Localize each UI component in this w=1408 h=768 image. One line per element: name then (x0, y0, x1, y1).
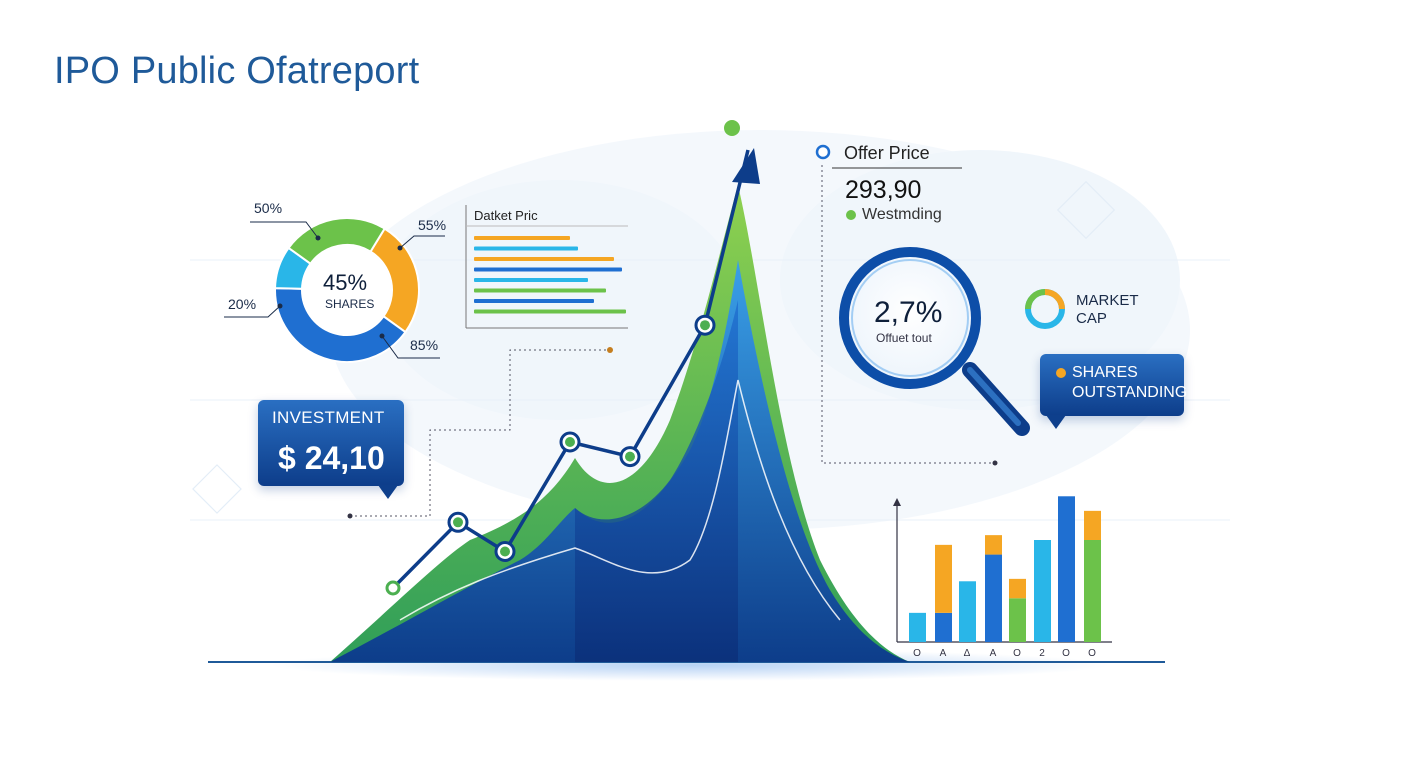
donut-slice (287, 217, 387, 266)
shares-dot-icon (1056, 368, 1066, 378)
offer-sub-dot-icon (846, 210, 856, 220)
vbar-segment (1009, 578, 1026, 599)
investment-callout-tail (378, 485, 398, 499)
vbar-axis-arrow-icon (893, 498, 901, 506)
panel-bar (474, 267, 622, 272)
investment-label: INVESTMENT (272, 408, 385, 427)
panel-bar (474, 288, 606, 293)
donut-label: 50% (254, 200, 283, 216)
offer-price-title: Offer Price (844, 143, 930, 163)
vbar-tick-label: A (990, 648, 997, 659)
connector-dot (607, 347, 613, 353)
offer-price-value: 293,90 (845, 176, 922, 204)
lens-value: 2,7% (874, 296, 943, 329)
shares-outstanding-label: SHARES OUTSTANDING (1072, 363, 1187, 403)
donut-leader-dot (397, 245, 403, 251)
lens-sub: Offuet tout (876, 331, 932, 345)
growth-line-chart (385, 120, 760, 596)
donut-center-label: SHARES (325, 297, 375, 311)
area-deep (575, 300, 738, 662)
donut-leader-dot (277, 303, 283, 309)
donut-center-value: 45% (323, 270, 368, 295)
donut-leader (381, 335, 440, 359)
vbar-tick-label: O (1088, 648, 1096, 659)
area-highlight (399, 379, 841, 621)
vbar-segment (935, 612, 952, 642)
donut-leader (399, 235, 445, 249)
vbar-segment (1058, 496, 1075, 642)
vbar-tick-label: O (1013, 648, 1021, 659)
shares-donut-chart (224, 217, 445, 363)
vbar-tick-label: 2 (1039, 648, 1045, 659)
panel-bar (474, 278, 588, 282)
donut-hole (303, 246, 391, 334)
investment-value: $ 24,10 (278, 440, 385, 476)
donut-leader (250, 221, 319, 239)
vbar-tick-label: A (940, 648, 947, 659)
shares-line2: OUTSTANDING (1072, 384, 1188, 401)
market-price-panel (465, 205, 628, 329)
line-point-core (565, 437, 575, 447)
stacked-bar-chart: O A Δ A O 2 O O (893, 496, 1112, 659)
line-point-core (453, 517, 463, 528)
panel-bar (474, 299, 594, 303)
vbar-tick-label: Δ (964, 648, 971, 659)
donut-slice (274, 287, 407, 363)
vbar-segment (1084, 540, 1101, 642)
vbar-tick-label: O (913, 648, 921, 659)
vbar-segment (959, 581, 976, 642)
vbar-segment (1084, 510, 1101, 540)
magnifier-icon (839, 247, 1030, 436)
connector-dot (992, 460, 998, 466)
page-title: IPO Public Ofatreport (54, 50, 420, 92)
market-cap-line2: CAP (1076, 310, 1107, 327)
vbar-segment (985, 554, 1002, 642)
vbar-segment (1034, 540, 1051, 642)
donut-leader (224, 305, 281, 318)
shares-outstanding-callout: SHARES OUTSTANDING (1040, 354, 1187, 416)
connector-dot (347, 513, 353, 519)
offer-price-sub: Westmding (862, 206, 942, 223)
line-point-core (700, 320, 710, 331)
panel-bar (474, 309, 626, 314)
shares-callout-tail (1046, 415, 1066, 429)
vbar-segment (985, 535, 1002, 555)
peak-dot-icon (724, 120, 740, 136)
investment-callout: INVESTMENT $ 24,10 (258, 400, 404, 486)
line-point-core (625, 451, 635, 462)
donut-label: 20% (228, 296, 257, 312)
line-point-core (500, 546, 510, 557)
donut-leader-dot (315, 235, 321, 241)
market-cap-line1: MARKET (1076, 292, 1139, 309)
vbar-segment (935, 544, 952, 613)
donut-label: 55% (418, 217, 447, 233)
donut-leader-dot (379, 333, 385, 339)
arrow-up-icon (732, 148, 760, 184)
shares-line1: SHARES (1072, 364, 1138, 381)
vbar-segment (1009, 598, 1026, 642)
market-cap-label: MARKET CAP (1076, 292, 1139, 328)
offer-marker-icon (815, 144, 831, 160)
panel-bar (474, 236, 570, 240)
vbar-tick-label: O (1062, 648, 1070, 659)
panel-bar (474, 246, 578, 251)
donut-label: 85% (410, 337, 439, 353)
line-point (385, 580, 401, 596)
panel-bar (474, 257, 614, 261)
market-price-title: Datket Pric (474, 208, 538, 223)
connector-lines (350, 165, 995, 517)
market-cap-ring-icon (1025, 289, 1065, 329)
area-blue (330, 260, 910, 662)
vbar-segment (909, 612, 926, 642)
